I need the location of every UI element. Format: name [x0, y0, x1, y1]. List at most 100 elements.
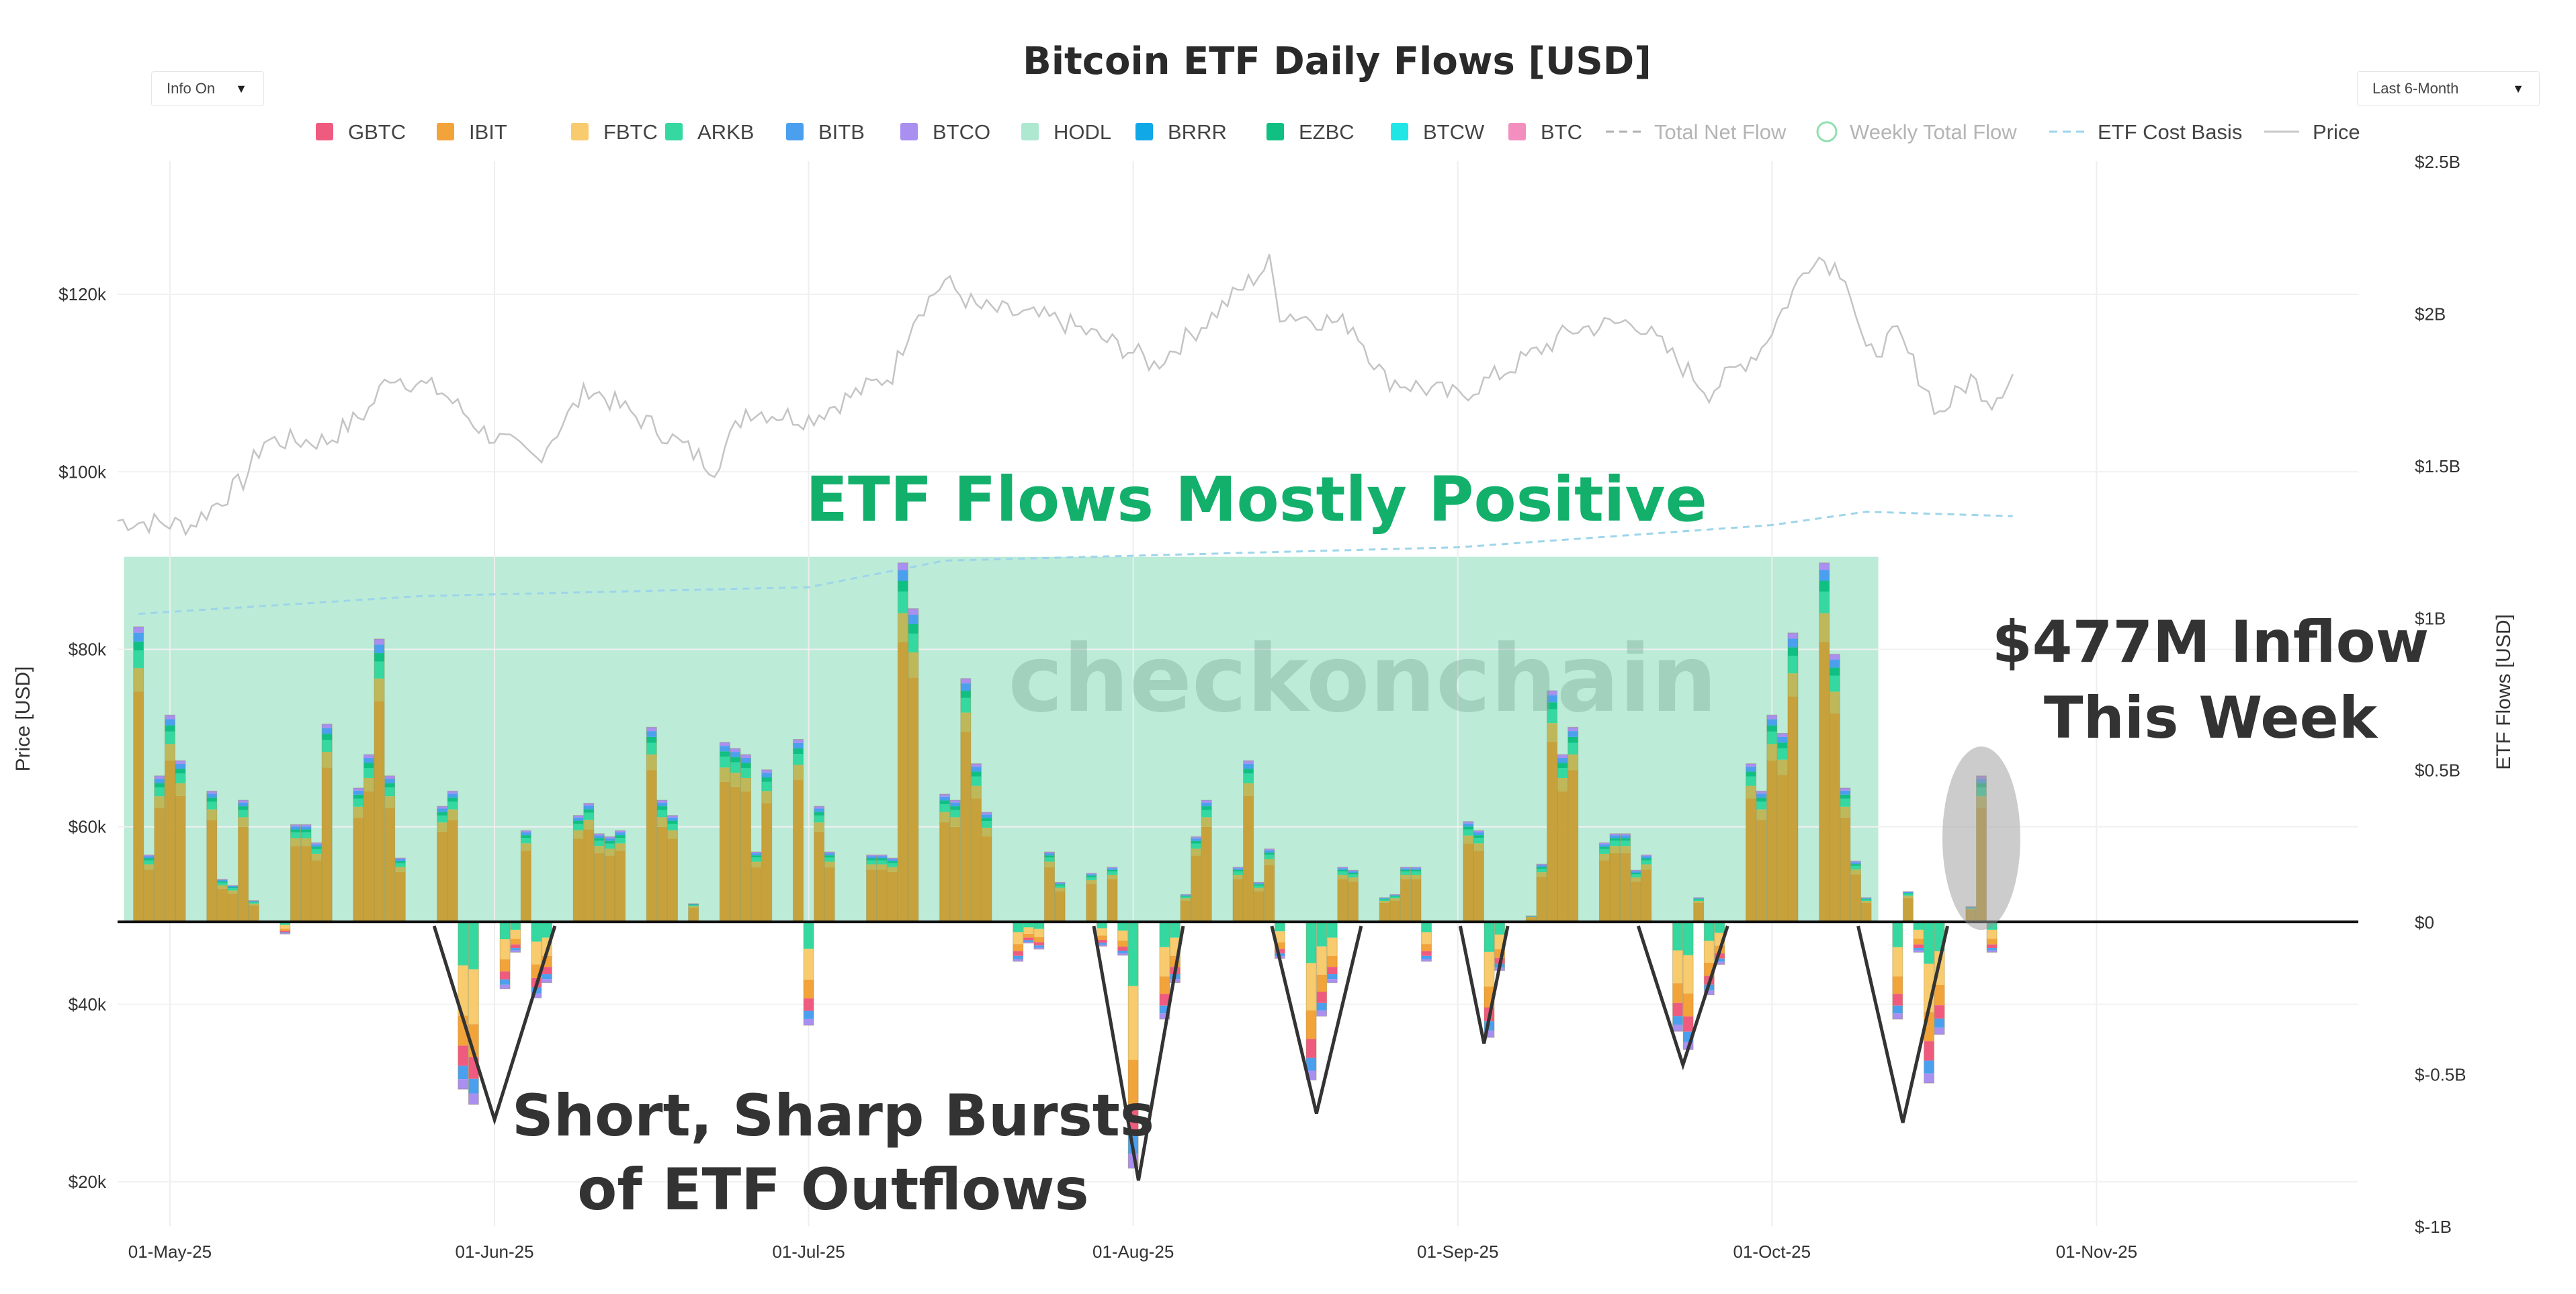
flow-bar-segment	[1243, 795, 1254, 922]
flow-bar-segment	[1400, 869, 1411, 872]
flow-bar-segment	[1641, 869, 1651, 922]
flow-bar-segment	[447, 791, 458, 794]
flow-bar-segment	[290, 826, 301, 830]
flow-bar-segment	[1180, 898, 1191, 901]
flow-bar-segment	[206, 791, 217, 794]
flow-bar-segment	[1819, 562, 1830, 570]
flow-bar-segment	[1264, 859, 1275, 865]
flow-bar-segment	[175, 761, 186, 764]
flow-bar-segment	[1557, 767, 1568, 778]
flow-bar-segment	[615, 843, 626, 851]
legend-item[interactable]: HODL	[1021, 120, 1111, 144]
flow-bar-segment	[1013, 955, 1023, 959]
flow-bar-segment	[740, 754, 751, 759]
flow-bar-segment	[175, 795, 186, 922]
flow-bar	[1347, 869, 1359, 922]
flow-bar-segment	[1044, 867, 1055, 922]
flow-bar-segment	[1254, 883, 1264, 885]
flow-bar-segment	[1421, 951, 1432, 956]
flow-bar-segment	[1117, 931, 1128, 941]
flow-bar-segment	[1892, 947, 1903, 977]
legend-item[interactable]: IBIT	[437, 120, 507, 144]
flow-bar-segment	[1201, 806, 1212, 810]
outflow-label-line1: Short, Sharp Bursts	[512, 1082, 1154, 1150]
flow-bar-segment	[1463, 826, 1473, 830]
legend-item[interactable]: GBTC	[316, 120, 406, 144]
legend-item[interactable]: Total Net Flow	[1606, 120, 1787, 144]
flow-bar-segment	[1913, 929, 1924, 939]
flow-bar-segment	[458, 922, 468, 965]
legend-item[interactable]: EZBC	[1266, 120, 1355, 144]
flow-bar-segment	[814, 822, 824, 832]
flow-bar-segment	[1683, 955, 1694, 994]
legend-item[interactable]: ETF Cost Basis	[2049, 120, 2242, 144]
flow-bar-segment	[1850, 874, 1861, 922]
flow-bar-segment	[656, 826, 667, 922]
flow-bar-segment	[280, 931, 290, 933]
legend-label: Weekly Total Flow	[1850, 120, 2017, 144]
flow-bar-segment	[793, 779, 804, 922]
flow-bar-segment	[950, 826, 961, 922]
flow-bar-segment	[573, 815, 584, 818]
x-tick-label: 01-Sep-25	[1417, 1242, 1498, 1262]
flow-bar-segment	[384, 779, 395, 783]
flow-bar-segment	[887, 858, 898, 859]
inflow-label-line1: $477M Inflow	[1992, 609, 2429, 676]
legend-item[interactable]: BTCW	[1391, 120, 1485, 144]
flow-bar-segment	[1787, 696, 1798, 922]
flow-bar-segment	[238, 806, 249, 810]
flow-bar-segment	[510, 950, 521, 953]
left-tick-label: $100k	[58, 462, 107, 482]
flow-bar-segment	[804, 1019, 814, 1026]
flow-bar-segment	[573, 824, 584, 830]
flow-bar-segment	[1787, 656, 1798, 674]
flow-bar-segment	[521, 843, 531, 851]
flow-bar-segment	[175, 769, 186, 774]
flow-bar-segment	[1861, 898, 1872, 899]
flow-bar-segment	[646, 770, 657, 922]
info-toggle-dropdown[interactable]: Info On ▼	[151, 71, 264, 106]
flow-bar-segment	[1787, 647, 1798, 656]
caret-down-icon: ▼	[2512, 81, 2524, 95]
legend-item[interactable]: BTC	[1508, 120, 1582, 144]
flow-bar-segment	[1379, 902, 1390, 922]
flow-bar-segment	[165, 719, 175, 726]
flow-bar	[143, 855, 155, 922]
flow-bar-segment	[615, 838, 626, 844]
legend-item[interactable]: Weekly Total Flow	[1816, 120, 2017, 144]
flow-bar-segment	[154, 808, 165, 922]
legend-item[interactable]: BTCO	[900, 120, 990, 144]
legend-item[interactable]: FBTC	[571, 120, 658, 144]
flow-bar-segment	[144, 858, 155, 861]
flow-bar-segment	[227, 888, 238, 891]
flow-bar	[1243, 760, 1254, 922]
flow-bar-segment	[175, 773, 186, 783]
flow-bar-segment	[311, 843, 322, 845]
flow-bar-segment	[217, 882, 228, 886]
flow-bar-segment	[950, 810, 961, 818]
flow-bar-segment	[1631, 870, 1641, 871]
legend-item[interactable]: Price	[2264, 120, 2360, 144]
flow-bar-segment	[887, 871, 898, 922]
legend-item[interactable]: BITB	[786, 120, 865, 144]
flow-bar	[353, 787, 364, 922]
flow-bar-segment	[1275, 949, 1285, 953]
flow-bar	[1379, 897, 1390, 922]
flow-bar-segment	[500, 979, 511, 985]
flow-bar	[1326, 921, 1338, 984]
flow-bar-segment	[688, 906, 699, 908]
flow-bar-segment	[1055, 891, 1066, 922]
flow-bar-segment	[1903, 898, 1914, 922]
flow-bar-segment	[1892, 994, 1903, 1006]
legend-item[interactable]: ARKB	[665, 120, 754, 144]
flow-bar	[1421, 921, 1432, 962]
flow-bar-segment	[1526, 917, 1537, 922]
flow-bar-segment	[1013, 944, 1023, 951]
flow-bar-segment	[1023, 927, 1034, 934]
flow-bar-segment	[144, 860, 155, 865]
range-select-dropdown[interactable]: Last 6-Month ▼	[2357, 71, 2540, 106]
flow-bar-segment	[165, 725, 175, 732]
flow-bar-segment	[887, 859, 898, 861]
legend-item[interactable]: BRRR	[1135, 120, 1227, 144]
flow-bar-segment	[688, 904, 699, 905]
